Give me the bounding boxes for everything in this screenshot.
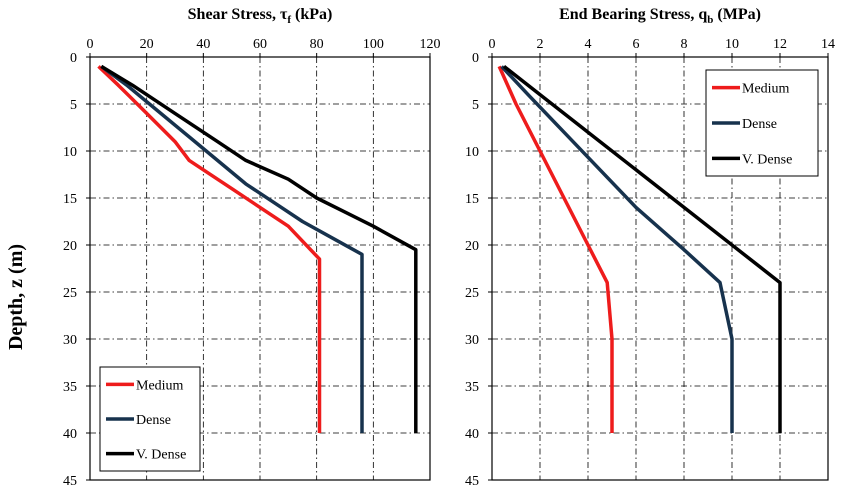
- bearing-y-tick-label: 25: [465, 286, 479, 301]
- shear-legend-label-v-dense: V. Dense: [136, 448, 186, 463]
- shear-x-tick-label: 0: [87, 37, 94, 52]
- bearing-series-line-dense: [500, 65, 734, 433]
- bearing-y-tick-label: 35: [465, 380, 479, 395]
- bearing-plot-frame: [491, 56, 829, 481]
- bearing-y-tick-label: 5: [472, 98, 479, 113]
- shear-y-tick-label: 45: [63, 474, 77, 489]
- bearing-y-tick-label: 10: [465, 145, 479, 160]
- bearing-x-tick-label: 4: [585, 37, 592, 52]
- bearing-y-tick-label: 20: [465, 239, 479, 254]
- shear-y-tick-label: 20: [63, 239, 77, 254]
- shear-y-tick-label: 15: [63, 192, 77, 207]
- shear-series-line-v-dense: [100, 64, 418, 433]
- shear-x-tick-label: 60: [253, 37, 267, 52]
- bearing-legend-label-medium: Medium: [742, 82, 790, 97]
- bearing-y-tick-label: 40: [465, 427, 479, 442]
- bearing-y-tick-label: 45: [465, 474, 479, 489]
- shear-x-tick-label: 20: [140, 37, 154, 52]
- shear-x-tick-label: 40: [196, 37, 210, 52]
- bearing-series-line-v-dense: [502, 65, 782, 433]
- bearing-legend: Medium Dense V. Dense: [705, 69, 819, 177]
- shear-legend: Medium Dense V. Dense: [99, 366, 201, 472]
- shear-series-line-dense: [100, 64, 364, 433]
- shear-x-tick-label: 80: [310, 37, 324, 52]
- bearing-y-tick-label: 0: [472, 51, 479, 66]
- shear-x-tick-label: 120: [420, 37, 441, 52]
- shear-y-tick-label: 30: [63, 333, 77, 348]
- shear-legend-label-dense: Dense: [136, 413, 171, 428]
- shear-stress-chart: 0 20 40 60 80 100 120 0 5 10 15 20 25 30 35 40 45 Shear S…: [63, 6, 441, 489]
- shear-y-tick-label: 40: [63, 427, 77, 442]
- bearing-series-line-medium: [497, 65, 614, 433]
- end-bearing-chart: 0 2 4 6 8 10 12 14 0 5 10 15 20 25 30 35 40 45 End Bearing…: [465, 6, 835, 489]
- bearing-y-tick-label: 15: [465, 192, 479, 207]
- shear-y-tick-label: 10: [63, 145, 77, 160]
- shear-chart-title: Shear Stress, τf (kPa): [188, 6, 333, 26]
- bearing-x-tick-label: 12: [773, 37, 787, 52]
- bearing-x-tick-label: 2: [537, 37, 544, 52]
- bearing-legend-label-dense: Dense: [742, 117, 777, 132]
- bearing-x-tick-label: 0: [489, 37, 496, 52]
- shear-series-line-medium: [97, 65, 322, 433]
- bearing-x-tick-label: 6: [633, 37, 640, 52]
- bearing-chart-title: End Bearing Stress, qb (MPa): [559, 6, 761, 26]
- bearing-x-tick-label: 8: [681, 37, 688, 52]
- shear-y-tick-label: 25: [63, 286, 77, 301]
- shear-y-tick-label: 35: [63, 380, 77, 395]
- shear-y-tick-label: 5: [70, 98, 77, 113]
- y-axis-label: Depth, z (m): [5, 244, 27, 350]
- shear-legend-label-medium: Medium: [136, 378, 184, 393]
- bearing-x-tick-label: 14: [821, 37, 835, 52]
- shear-y-tick-label: 0: [70, 51, 77, 66]
- bearing-legend-label-v-dense: V. Dense: [742, 152, 792, 167]
- shear-gridlines: [90, 57, 430, 480]
- bearing-y-tick-label: 30: [465, 333, 479, 348]
- bearing-x-tick-label: 10: [725, 37, 739, 52]
- shear-x-tick-label: 100: [363, 37, 384, 52]
